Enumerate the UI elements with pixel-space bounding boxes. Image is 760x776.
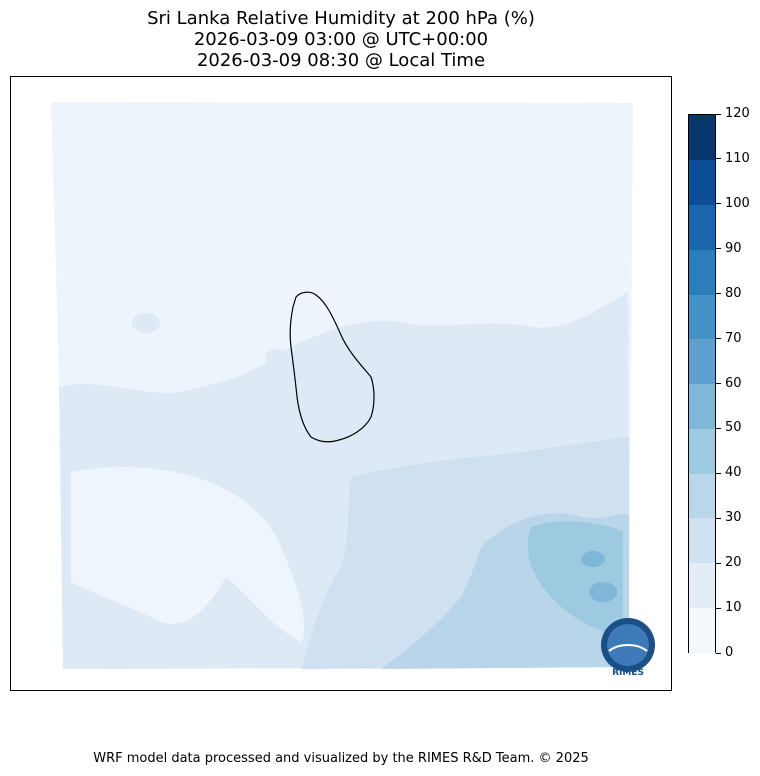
colorbar-tick [716, 203, 721, 205]
colorbar-segment [689, 338, 715, 384]
colorbar-segment [689, 383, 715, 429]
colorbar-tick-label: 60 [725, 375, 742, 391]
colorbar-tick [716, 607, 721, 609]
colorbar-tick [716, 517, 721, 519]
colorbar [688, 114, 716, 653]
contour-10-20-blob [132, 313, 160, 333]
colorbar-segment [689, 562, 715, 608]
colorbar-tick [716, 113, 721, 115]
colorbar-tick-label: 50 [725, 420, 742, 436]
colorbar-tick-label: 30 [725, 510, 742, 526]
colorbar-tick-label: 10 [725, 600, 742, 616]
colorbar-tick [716, 248, 721, 250]
title-line-2: 2026-03-09 03:00 @ UTC+00:00 [193, 29, 489, 50]
humidity-map: RIMES [51, 102, 655, 678]
logo-text: RIMES [612, 668, 644, 678]
colorbar-tick-label: 110 [725, 150, 750, 166]
colorbar-segment [689, 159, 715, 205]
colorbar-segment [689, 115, 715, 161]
colorbar-tick [716, 383, 721, 384]
colorbar-tick [716, 652, 721, 654]
map-panel: RIMES [10, 76, 672, 691]
colorbar-tick-label: 0 [725, 645, 734, 660]
title-line-1: Sri Lanka Relative Humidity at 200 hPa (… [147, 8, 535, 29]
title-line-3: 2026-03-09 08:30 @ Local Time [196, 50, 486, 71]
contour-0-10-sw [71, 467, 305, 642]
colorbar-tick [716, 427, 721, 429]
colorbar-tick-label: 120 [725, 106, 750, 121]
colorbar-tick-label: 40 [725, 465, 742, 481]
colorbar-tick-label: 100 [725, 195, 750, 211]
rimes-logo: RIMES [601, 618, 655, 678]
colorbar-segment [689, 204, 715, 250]
colorbar-tick [716, 562, 721, 564]
colorbar-segment [689, 428, 715, 474]
colorbar-tick [716, 338, 721, 340]
contour-50-60-b [589, 582, 617, 602]
footer-credit: WRF model data processed and visualized … [93, 751, 589, 766]
colorbar-segment [689, 607, 715, 653]
colorbar-segment [689, 249, 715, 295]
colorbar-tick [716, 293, 721, 295]
colorbar-tick [716, 472, 721, 474]
contour-50-60-a [581, 551, 605, 567]
colorbar-tick-label: 20 [725, 555, 742, 571]
colorbar-tick-label: 80 [725, 285, 742, 301]
contour-40-50 [527, 521, 623, 637]
colorbar-tick-label: 70 [725, 330, 742, 346]
colorbar-segment [689, 517, 715, 563]
map-title: Sri Lanka Relative Humidity at 200 hPa (… [10, 8, 672, 71]
colorbar-tick-label: 90 [725, 240, 742, 256]
sri-lanka-coastline [289, 291, 375, 443]
colorbar-segment [689, 473, 715, 519]
colorbar-segment [689, 294, 715, 340]
colorbar-tick [716, 158, 721, 160]
contour-10-20-blob2 [265, 349, 289, 367]
